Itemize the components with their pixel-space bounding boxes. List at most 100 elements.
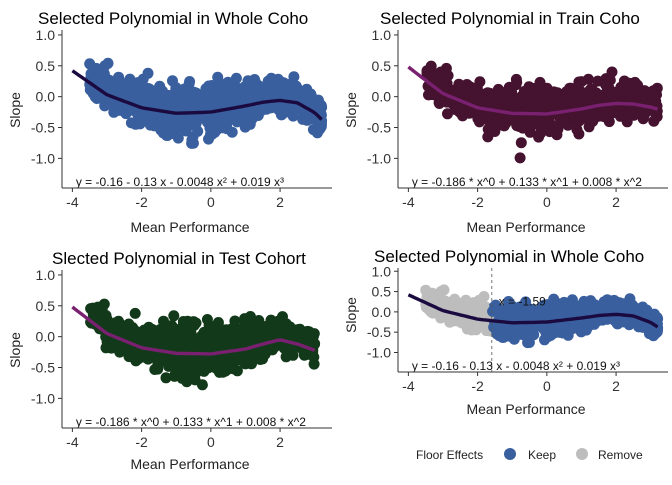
x-tick-label: 0	[207, 194, 215, 210]
x-tick-label: -2	[135, 194, 148, 210]
scatter-point	[503, 296, 514, 307]
fit-curve	[71, 305, 316, 356]
scatter-point	[183, 78, 195, 90]
panel-whole-cohort: Selected Polynomial in Whole Coho Slope …	[7, 9, 332, 235]
y-tick-label: 0.0	[372, 89, 392, 105]
scatter-point	[549, 90, 561, 102]
scatter-point	[473, 294, 485, 306]
scatter-point	[600, 79, 612, 91]
scatter-point	[496, 117, 508, 129]
y-tick-label: -0.5	[31, 360, 55, 376]
scatter-point	[246, 322, 258, 334]
scatter-point	[575, 326, 587, 338]
plot-area: y = -0.186 * x^0 + 0.133 * x^1 + 0.008 *…	[407, 60, 663, 188]
y-tick-label: 1.0	[36, 27, 56, 43]
scatter-point	[515, 137, 527, 149]
y-tick-label: 0.5	[36, 298, 56, 314]
x-axis-label: Mean Performance	[466, 219, 585, 235]
scatter-point	[130, 348, 142, 360]
scatter-point	[174, 86, 186, 98]
scatter-point	[247, 333, 259, 344]
scatter-point	[606, 66, 618, 78]
legend-keep-label: Keep	[528, 448, 556, 462]
scatter-point	[203, 342, 215, 354]
scatter-point	[202, 356, 213, 368]
scatter-point	[196, 94, 208, 106]
scatter-point	[220, 113, 232, 125]
scatter-point	[535, 127, 547, 139]
scatter-point	[510, 73, 522, 85]
scatter-point	[458, 84, 470, 96]
y-tick-label: -1.0	[31, 390, 55, 406]
x-tick-label: -4	[402, 194, 415, 210]
x-tick-label: 0	[543, 194, 551, 210]
scatter-point	[524, 112, 536, 124]
scatter-point	[542, 99, 554, 111]
scatter-point	[578, 89, 590, 101]
scatter-point	[439, 82, 451, 93]
y-tick-label: -0.5	[367, 324, 391, 340]
scatter-point	[514, 152, 526, 164]
scatter-point	[84, 58, 96, 70]
scatter-point	[492, 96, 504, 108]
y-axis-label: Slope	[343, 297, 359, 333]
y-tick-label: 1.0	[36, 267, 56, 283]
scatter-point	[200, 83, 212, 95]
scatter-point	[163, 360, 175, 372]
scatter-point	[573, 76, 585, 88]
legend-remove-label: Remove	[598, 448, 643, 462]
scatter-point	[556, 321, 568, 333]
scatter-point	[482, 131, 494, 143]
scatter-point	[100, 98, 112, 109]
scatter-point	[188, 316, 200, 328]
legend-remove-swatch	[576, 448, 588, 460]
y-tick-label: 0.5	[372, 284, 392, 300]
scatter-point	[239, 121, 251, 133]
scatter-point	[220, 334, 232, 346]
y-axis-label: Slope	[7, 92, 23, 128]
y-tick-label: 0.0	[36, 329, 56, 345]
scatter-point	[487, 305, 499, 317]
scatter-point	[493, 324, 505, 336]
x-tick-label: -2	[471, 194, 484, 210]
scatter-point	[425, 60, 437, 72]
scatter-point	[288, 71, 300, 83]
scatter-point	[218, 88, 230, 100]
y-tick-label: 1.0	[372, 27, 392, 43]
scatter-point	[217, 366, 229, 378]
equation-label: y = -0.16 - 0.13 x - 0.0048 x² + 0.019 x…	[412, 359, 620, 373]
scatter-point	[509, 101, 521, 113]
scatter-point	[559, 115, 570, 126]
scatter-point	[435, 73, 447, 85]
scatter-point	[154, 340, 166, 352]
scatter-point	[137, 73, 149, 85]
scatter-point	[521, 309, 533, 321]
scatter-point	[632, 79, 644, 91]
y-tick-label: 1.0	[372, 263, 392, 279]
scatter-point	[100, 342, 112, 354]
scatter-point	[129, 307, 141, 319]
legend-keep-swatch	[504, 448, 516, 460]
scatter-point	[168, 310, 180, 322]
x-tick-label: 0	[207, 434, 215, 450]
scatter-point	[540, 114, 551, 126]
scatter-point	[113, 104, 125, 116]
scatter-point	[254, 83, 266, 95]
scatter-point	[608, 86, 620, 98]
scatter-point	[578, 295, 590, 307]
panel-train-cohort: Selected Polynomial in Train Coho Slope …	[343, 9, 668, 235]
scatter-point	[562, 329, 574, 341]
scatter-point	[511, 120, 523, 132]
x-tick-label: 0	[543, 378, 551, 394]
y-tick-label: 0.0	[372, 304, 392, 320]
fit-curve	[407, 65, 659, 116]
scatter-point	[171, 339, 182, 351]
scatter-point	[544, 126, 556, 138]
scatter-point	[483, 109, 495, 121]
scatter-point	[167, 75, 178, 87]
scatter-point	[532, 308, 544, 320]
scatter-point	[470, 324, 482, 336]
cutoff-label: x = -1.59	[499, 295, 546, 309]
scatter-point	[226, 126, 238, 138]
scatter-point	[648, 88, 660, 100]
